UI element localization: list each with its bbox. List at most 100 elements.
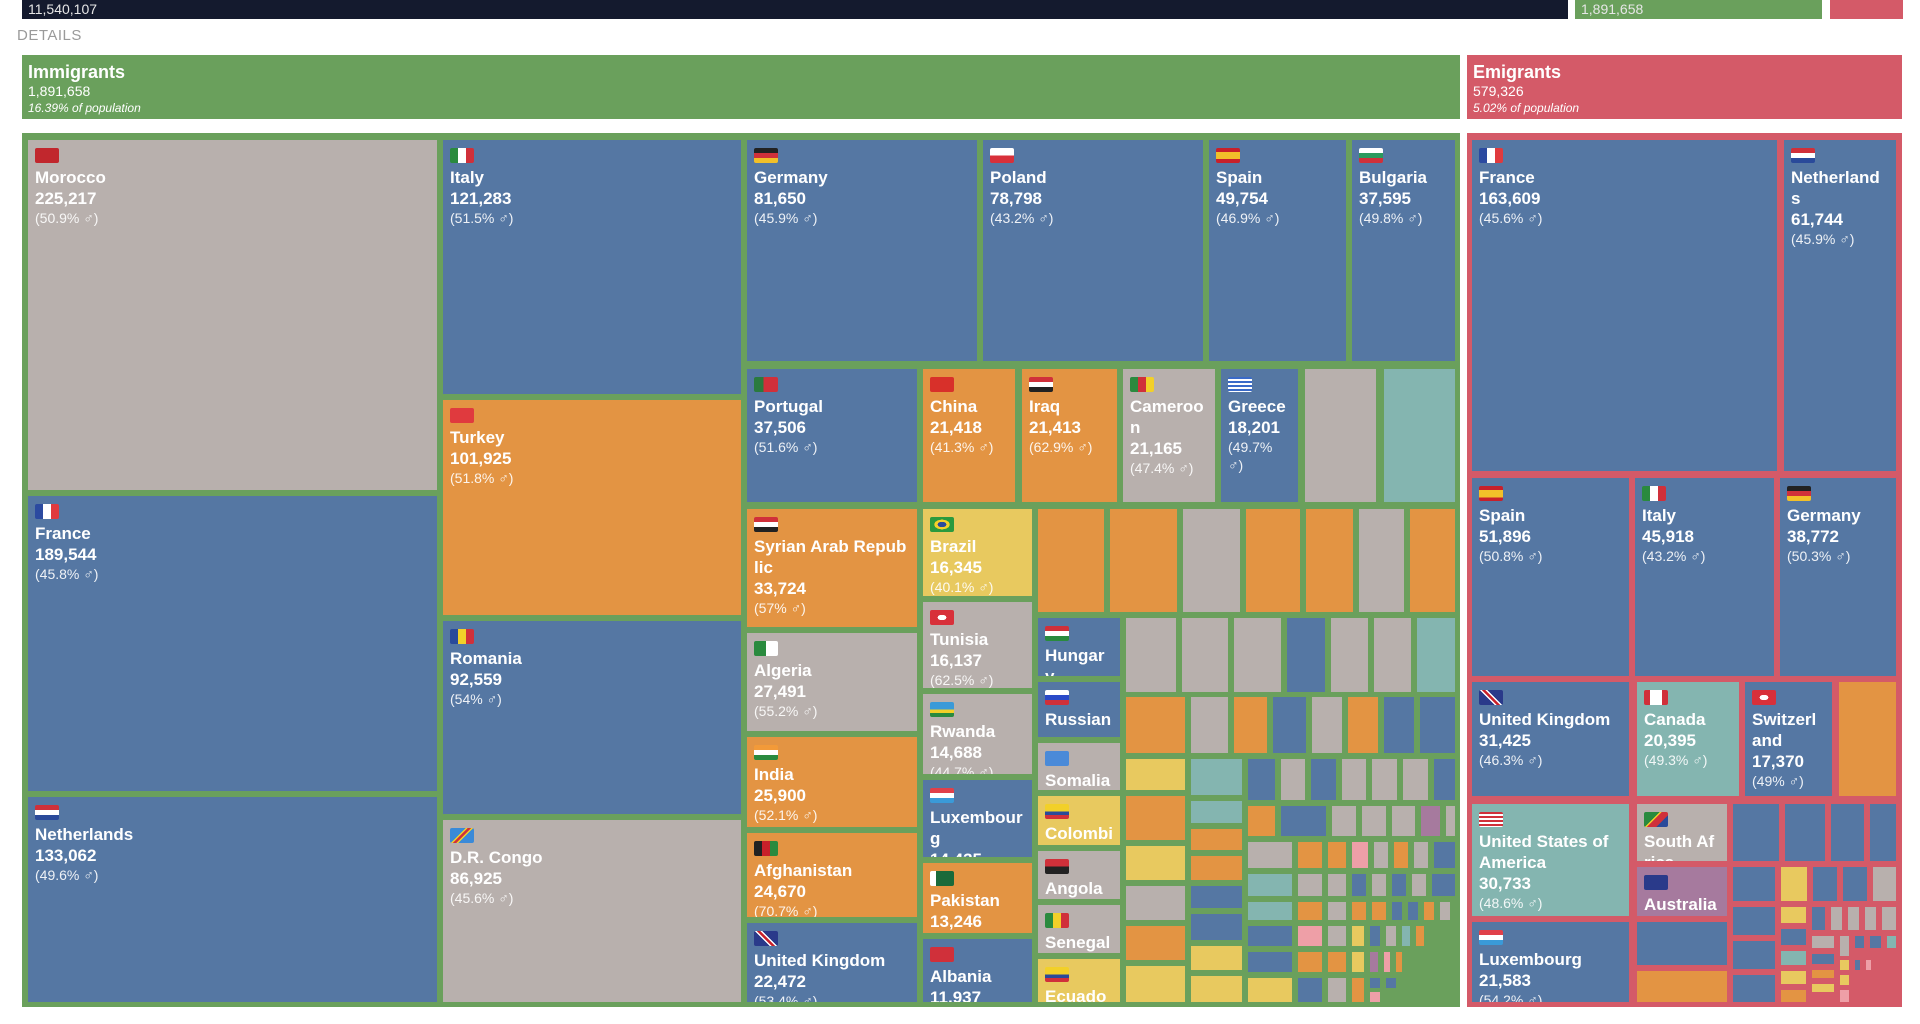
treemap-cell-china[interactable]: China 21,418 (41.3% ♂)	[923, 369, 1015, 502]
treemap-cell-small[interactable]	[1126, 697, 1185, 753]
treemap-cell-small[interactable]	[1191, 976, 1242, 1002]
treemap-cell-small[interactable]	[1298, 902, 1322, 920]
treemap-cell-small[interactable]	[1191, 946, 1242, 970]
treemap-cell-small[interactable]	[1352, 952, 1364, 972]
treemap-cell-morocco[interactable]: Morocco 225,217 (50.9% ♂)	[28, 140, 437, 490]
treemap-cell-small[interactable]	[1248, 874, 1292, 896]
treemap-cell-small[interactable]	[1370, 978, 1380, 988]
treemap-cell-luxembourg[interactable]: Luxembourg14,435	[923, 780, 1032, 857]
treemap-cell-small[interactable]	[1812, 954, 1834, 964]
treemap-cell-rwanda[interactable]: Rwanda 14,688 (44.7% ♂)	[923, 694, 1032, 774]
treemap-cell-angola[interactable]: Angola	[1038, 851, 1120, 899]
treemap-cell-russian[interactable]: Russian	[1038, 682, 1120, 737]
treemap-cell-hungary[interactable]: Hungary	[1038, 618, 1120, 676]
treemap-cell-small[interactable]	[1248, 806, 1275, 836]
treemap-cell-small[interactable]	[1191, 829, 1242, 850]
treemap-cell-small[interactable]	[1420, 697, 1455, 753]
treemap-cell-small[interactable]	[1248, 842, 1292, 868]
treemap-cell-small[interactable]	[1733, 804, 1779, 861]
treemap-cell-small[interactable]	[1374, 618, 1411, 692]
treemap-cell-switzerland[interactable]: Switzerland 17,370 (49% ♂)	[1745, 682, 1832, 796]
treemap-cell-small[interactable]	[1813, 867, 1837, 901]
treemap-cell-small[interactable]	[1733, 867, 1775, 901]
treemap-cell-small[interactable]	[1273, 697, 1306, 753]
treemap-cell-france[interactable]: France 163,609 (45.6% ♂)	[1472, 140, 1777, 471]
treemap-cell-small[interactable]	[1403, 759, 1428, 800]
treemap-cell-small[interactable]	[1352, 874, 1366, 896]
treemap-cell-small[interactable]	[1831, 804, 1864, 861]
treemap-cell-iraq[interactable]: Iraq 21,413 (62.9% ♂)	[1022, 369, 1117, 502]
treemap-cell-australia[interactable]: Australia	[1637, 867, 1727, 916]
treemap-cell-small[interactable]	[1126, 846, 1185, 880]
treemap-cell-united-states-of-america[interactable]: United States of America 30,733 (48.6% ♂)	[1472, 804, 1629, 916]
treemap-cell-italy[interactable]: Italy 121,283 (51.5% ♂)	[443, 140, 741, 394]
treemap-cell-small[interactable]	[1182, 618, 1228, 692]
treemap-cell-germany[interactable]: Germany 81,650 (45.9% ♂)	[747, 140, 977, 361]
treemap-cell-small[interactable]	[1246, 509, 1300, 612]
treemap-cell-small[interactable]	[1328, 842, 1346, 868]
treemap-cell-small[interactable]	[1331, 618, 1368, 692]
treemap-cell-luxembourg[interactable]: Luxembourg 21,583 (54.2% ♂)	[1472, 922, 1629, 1002]
treemap-cell-small[interactable]	[1882, 907, 1896, 930]
treemap-cell-small[interactable]	[1126, 966, 1185, 1002]
treemap-cell-small[interactable]	[1432, 874, 1455, 896]
treemap-cell-spain[interactable]: Spain 49,754 (46.9% ♂)	[1209, 140, 1346, 361]
treemap-cell-small[interactable]	[1417, 618, 1455, 692]
treemap-cell-small[interactable]	[1855, 936, 1864, 948]
treemap-cell-romania[interactable]: Romania 92,559 (54% ♂)	[443, 621, 741, 814]
treemap-cell-netherlands[interactable]: Netherlands 61,744 (45.9% ♂)	[1784, 140, 1896, 471]
treemap-cell-pakistan[interactable]: Pakistan 13,246	[923, 863, 1032, 933]
treemap-cell-small[interactable]	[1848, 907, 1859, 930]
treemap-cell-small[interactable]	[1248, 978, 1292, 1002]
treemap-cell-small[interactable]	[1359, 509, 1404, 612]
treemap-cell-small[interactable]	[1306, 509, 1353, 612]
treemap-cell-small[interactable]	[1866, 960, 1871, 970]
treemap-cell-small[interactable]	[1370, 952, 1378, 972]
treemap-cell-small[interactable]	[1870, 804, 1896, 861]
treemap-cell-small[interactable]	[1840, 960, 1849, 970]
treemap-cell-small[interactable]	[1781, 929, 1806, 945]
treemap-cell-small[interactable]	[1781, 990, 1806, 1002]
immigrants-bar[interactable]: 1,891,658	[1575, 0, 1822, 19]
treemap-cell-greece[interactable]: Greece 18,201 (49.7% ♂)	[1221, 369, 1298, 502]
treemap-cell-brazil[interactable]: Brazil 16,345 (40.1% ♂)	[923, 509, 1032, 596]
treemap-cell-small[interactable]	[1191, 801, 1242, 823]
treemap-cell-small[interactable]	[1352, 978, 1364, 1002]
treemap-cell-small[interactable]	[1342, 759, 1366, 800]
treemap-cell-small[interactable]	[1298, 842, 1322, 868]
treemap-cell-small[interactable]	[1408, 902, 1418, 920]
treemap-cell-ecuador[interactable]: Ecuador	[1038, 959, 1120, 1002]
treemap-cell-united-kingdom[interactable]: United Kingdom 31,425 (46.3% ♂)	[1472, 682, 1629, 796]
treemap-cell-small[interactable]	[1287, 618, 1325, 692]
treemap-cell-afghanistan[interactable]: Afghanistan 24,670 (70.7% ♂)	[747, 833, 917, 917]
treemap-cell-italy[interactable]: Italy 45,918 (43.2% ♂)	[1635, 478, 1774, 676]
treemap-cell-small[interactable]	[1328, 874, 1346, 896]
treemap-cell-algeria[interactable]: Algeria 27,491 (55.2% ♂)	[747, 633, 917, 731]
treemap-cell-small[interactable]	[1781, 951, 1806, 965]
treemap-cell-small[interactable]	[1352, 926, 1364, 946]
treemap-cell-small[interactable]	[1831, 907, 1842, 930]
treemap-cell-small[interactable]	[1372, 874, 1386, 896]
treemap-cell-small[interactable]	[1392, 902, 1402, 920]
treemap-cell-small[interactable]	[1183, 509, 1240, 612]
treemap-cell-small[interactable]	[1812, 936, 1834, 948]
treemap-cell-small[interactable]	[1248, 926, 1292, 946]
treemap-cell-small[interactable]	[1733, 907, 1775, 935]
treemap-cell-small[interactable]	[1410, 509, 1455, 612]
treemap-cell-small[interactable]	[1384, 369, 1455, 502]
treemap-cell-bulgaria[interactable]: Bulgaria 37,595 (49.8% ♂)	[1352, 140, 1455, 361]
treemap-cell-canada[interactable]: Canada 20,395 (49.3% ♂)	[1637, 682, 1739, 796]
treemap-cell-small[interactable]	[1812, 984, 1834, 992]
treemap-cell-small[interactable]	[1843, 867, 1867, 901]
treemap-cell-small[interactable]	[1840, 990, 1849, 1002]
treemap-cell-small[interactable]	[1038, 509, 1104, 612]
treemap-cell-small[interactable]	[1421, 806, 1440, 836]
treemap-cell-small[interactable]	[1126, 759, 1185, 790]
treemap-cell-small[interactable]	[1370, 992, 1380, 1002]
treemap-cell-united-kingdom[interactable]: United Kingdom 22,472 (53.4% ♂)	[747, 923, 917, 1002]
treemap-cell-small[interactable]	[1191, 759, 1242, 795]
treemap-cell-somalia[interactable]: Somalia	[1038, 743, 1120, 790]
emigrants-bar[interactable]	[1830, 0, 1903, 19]
treemap-cell-small[interactable]	[1446, 806, 1455, 836]
treemap-cell-small[interactable]	[1234, 618, 1281, 692]
